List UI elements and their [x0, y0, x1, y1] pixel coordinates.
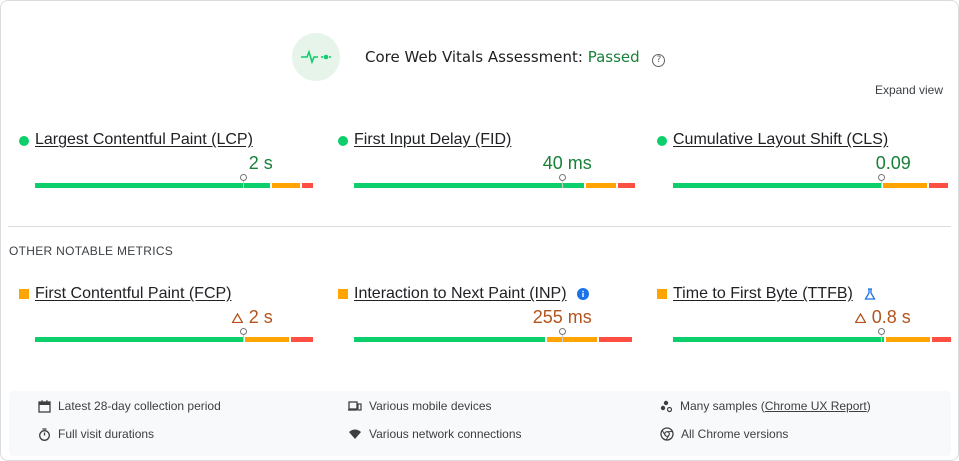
distribution-bar	[673, 328, 953, 342]
p75-marker	[877, 328, 885, 342]
period-text: Latest 28-day collection period	[58, 399, 221, 413]
rating-good-icon	[657, 136, 667, 146]
help-circle-icon[interactable]: ?	[652, 53, 666, 67]
durations-item: Full visit durations	[38, 427, 154, 441]
rating-ni-icon	[19, 289, 29, 299]
wifi-icon	[349, 429, 361, 439]
rating-ni-icon	[657, 289, 667, 299]
metric-value-text: 0.8 s	[871, 307, 911, 327]
pulse-icon	[292, 33, 340, 81]
needs-improvement-segment	[585, 183, 617, 188]
metric-value: 0.8 s	[854, 307, 911, 328]
warning-triangle-icon	[854, 307, 872, 327]
samples-text: Many samples (	[680, 399, 765, 413]
other-metrics-heading: OTHER NOTABLE METRICS	[9, 244, 174, 258]
metric-fid: First Input Delay (FID) 40 ms	[336, 131, 636, 201]
metric-value-text: 40 ms	[542, 153, 592, 173]
assessment-title: Core Web Vitals Assessment: Passed ?	[365, 47, 666, 67]
metric-name-link[interactable]: Time to First Byte (TTFB)	[673, 285, 853, 302]
metric-value-text: 2 s	[248, 307, 273, 327]
durations-text: Full visit durations	[58, 427, 155, 441]
poor-segment	[302, 183, 314, 188]
metric-ttfb: Time to First Byte (TTFB) 0.8 s	[655, 285, 955, 355]
metric-name-link[interactable]: Interaction to Next Paint (INP)	[354, 285, 567, 302]
distribution-bar	[35, 328, 315, 342]
good-segment	[354, 337, 546, 342]
good-segment	[35, 337, 243, 342]
calendar-icon	[38, 399, 51, 413]
good-segment	[354, 183, 584, 188]
chrome-icon	[660, 427, 674, 441]
metric-name-link[interactable]: Cumulative Layout Shift (CLS)	[673, 131, 889, 148]
p75-marker	[239, 174, 247, 188]
poor-segment	[931, 337, 952, 342]
rating-good-icon	[19, 136, 29, 146]
chrome-ux-report-link[interactable]: Chrome UX Report	[764, 399, 867, 413]
metric-cls: Cumulative Layout Shift (CLS) 0.09	[655, 131, 955, 201]
expand-view-button[interactable]: Expand view	[874, 83, 943, 97]
metric-inp: Interaction to Next Paint (INP) 255 ms	[336, 285, 636, 355]
metric-value-text: 255 ms	[532, 307, 592, 327]
needs-improvement-segment	[885, 337, 930, 342]
distribution-bar	[673, 174, 950, 188]
versions-item: All Chrome versions	[660, 427, 788, 441]
metric-name-link[interactable]: Largest Contentful Paint (LCP)	[35, 131, 253, 148]
network-item: Various network connections	[348, 427, 522, 441]
p75-marker	[239, 328, 247, 342]
metric-value: 255 ms	[533, 307, 592, 328]
poor-segment	[618, 183, 635, 188]
metric-value: 0.09	[876, 153, 911, 174]
distribution-bar	[354, 174, 637, 188]
p75-marker	[877, 174, 885, 188]
devices-item: Various mobile devices	[348, 399, 492, 413]
devices-text: Various mobile devices	[369, 399, 492, 413]
p75-marker	[558, 174, 566, 188]
divider	[8, 226, 951, 227]
good-segment	[673, 337, 884, 342]
assessment-label: Core Web Vitals Assessment:	[365, 47, 583, 66]
metric-value: 40 ms	[543, 153, 592, 174]
needs-improvement-segment	[547, 337, 597, 342]
good-segment	[35, 183, 271, 188]
versions-text: All Chrome versions	[681, 427, 789, 441]
p75-marker	[558, 328, 566, 342]
needs-improvement-segment	[244, 337, 290, 342]
samples-icon	[660, 400, 673, 412]
samples-suffix: )	[866, 399, 871, 413]
flask-icon[interactable]	[864, 287, 876, 305]
metric-value: 2 s	[231, 307, 273, 328]
metric-value-text: 0.09	[875, 153, 911, 173]
timer-icon	[39, 427, 50, 441]
metric-value: 2 s	[249, 153, 273, 174]
samples-item: Many samples (Chrome UX Report)	[660, 399, 871, 413]
devices-icon	[348, 401, 362, 411]
metric-value-text: 2 s	[248, 153, 273, 173]
rating-ni-icon	[338, 289, 348, 299]
poor-segment	[929, 183, 949, 188]
rating-good-icon	[338, 136, 348, 146]
assessment-header: Core Web Vitals Assessment: Passed ?	[292, 33, 666, 81]
good-segment	[673, 183, 881, 188]
needs-improvement-segment	[272, 183, 301, 188]
distribution-bar	[354, 328, 634, 342]
metric-fcp: First Contentful Paint (FCP) 2 s	[17, 285, 317, 355]
distribution-bar	[35, 174, 315, 188]
info-icon[interactable]	[577, 287, 589, 305]
poor-segment	[598, 337, 633, 342]
collection-info: Latest 28-day collection period Full vis…	[9, 391, 951, 456]
assessment-status: Passed	[587, 47, 640, 66]
metric-lcp: Largest Contentful Paint (LCP) 2 s	[17, 131, 317, 201]
needs-improvement-segment	[882, 183, 928, 188]
metric-name-link[interactable]: First Input Delay (FID)	[354, 131, 512, 148]
network-text: Various network connections	[369, 427, 522, 441]
poor-segment	[291, 337, 314, 342]
period-item: Latest 28-day collection period	[38, 399, 221, 413]
warning-triangle-icon	[231, 307, 249, 327]
metric-name-link[interactable]: First Contentful Paint (FCP)	[35, 285, 232, 302]
